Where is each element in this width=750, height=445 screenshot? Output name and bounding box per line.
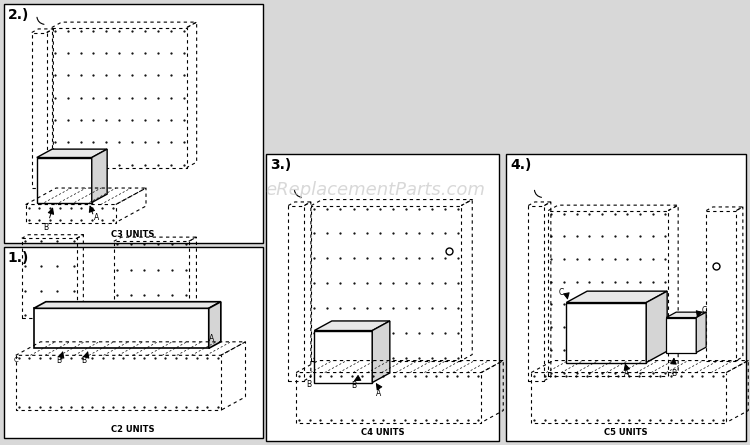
Text: B: B — [56, 356, 62, 365]
Text: 4.): 4.) — [510, 158, 532, 171]
Polygon shape — [34, 308, 209, 348]
Text: C: C — [701, 306, 706, 315]
Polygon shape — [209, 302, 220, 348]
Bar — [266, 154, 499, 441]
Text: B: B — [81, 356, 86, 365]
Text: C5 UNITS: C5 UNITS — [604, 428, 648, 437]
Text: A: A — [209, 334, 214, 343]
Polygon shape — [314, 331, 372, 383]
Polygon shape — [646, 291, 668, 363]
Polygon shape — [92, 149, 107, 202]
Text: C: C — [14, 357, 19, 363]
Text: A: A — [376, 388, 382, 397]
Text: 3.): 3.) — [270, 158, 292, 171]
Bar — [506, 154, 746, 441]
Text: A: A — [624, 368, 628, 377]
Polygon shape — [37, 149, 107, 158]
Text: C3 UNITS: C3 UNITS — [112, 230, 154, 239]
Polygon shape — [566, 303, 646, 363]
Polygon shape — [666, 318, 696, 352]
Text: B: B — [671, 368, 676, 377]
Text: C: C — [559, 288, 564, 297]
Polygon shape — [34, 302, 220, 308]
Text: B: B — [306, 380, 311, 389]
Text: C4 UNITS: C4 UNITS — [361, 428, 404, 437]
Polygon shape — [696, 312, 706, 352]
Text: C2 UNITS: C2 UNITS — [111, 425, 154, 434]
Text: B: B — [44, 222, 48, 231]
Text: A: A — [94, 213, 99, 222]
Text: B: B — [352, 380, 357, 389]
Polygon shape — [666, 312, 706, 318]
Bar — [4, 247, 262, 438]
Text: 1.): 1.) — [8, 251, 29, 265]
Polygon shape — [372, 321, 390, 383]
Text: 2.): 2.) — [8, 8, 29, 22]
Polygon shape — [566, 291, 668, 303]
Polygon shape — [37, 158, 92, 202]
Bar — [4, 4, 262, 243]
Polygon shape — [314, 321, 390, 331]
Text: eReplacementParts.com: eReplacementParts.com — [265, 181, 485, 199]
